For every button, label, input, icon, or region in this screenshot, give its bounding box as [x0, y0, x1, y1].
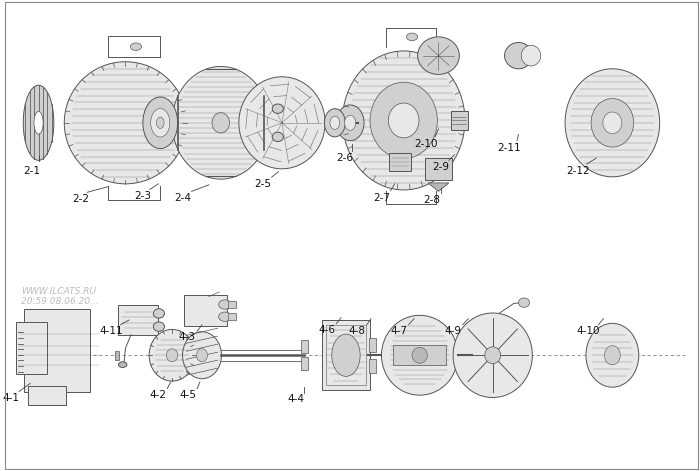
Bar: [389, 153, 412, 171]
Ellipse shape: [336, 105, 364, 141]
Ellipse shape: [418, 37, 459, 74]
Ellipse shape: [324, 109, 345, 137]
Polygon shape: [428, 183, 449, 191]
Text: 2-1: 2-1: [23, 166, 40, 176]
Text: 2-11: 2-11: [497, 143, 521, 153]
Ellipse shape: [143, 97, 178, 149]
Bar: [184, 295, 227, 326]
Bar: [228, 314, 236, 320]
Text: 4-9: 4-9: [444, 325, 461, 336]
Ellipse shape: [565, 69, 659, 177]
Ellipse shape: [603, 112, 622, 134]
Text: 20:59 08.06.20...: 20:59 08.06.20...: [21, 297, 99, 306]
Ellipse shape: [149, 329, 195, 381]
Bar: [425, 157, 452, 180]
Bar: [25, 309, 90, 392]
Ellipse shape: [34, 112, 43, 134]
Ellipse shape: [505, 42, 533, 69]
Text: 4-4: 4-4: [288, 394, 304, 404]
Bar: [322, 320, 370, 390]
Ellipse shape: [382, 315, 458, 395]
Text: 4-11: 4-11: [100, 325, 123, 336]
Ellipse shape: [344, 115, 356, 130]
Bar: [228, 301, 236, 308]
Bar: [393, 345, 447, 365]
Ellipse shape: [342, 51, 465, 190]
Text: WWW.ILCATS.RU: WWW.ILCATS.RU: [21, 287, 97, 296]
Ellipse shape: [407, 33, 418, 41]
Ellipse shape: [389, 103, 419, 138]
Ellipse shape: [153, 309, 164, 318]
Bar: [16, 322, 47, 374]
Ellipse shape: [586, 323, 639, 387]
Text: 4-7: 4-7: [391, 325, 407, 336]
Bar: [28, 386, 66, 405]
Text: 4-5: 4-5: [180, 390, 197, 399]
Text: 4-10: 4-10: [576, 325, 600, 336]
Bar: [301, 357, 308, 370]
Ellipse shape: [172, 66, 270, 179]
Ellipse shape: [150, 109, 170, 137]
Bar: [451, 111, 468, 130]
Ellipse shape: [591, 98, 634, 147]
Ellipse shape: [130, 43, 141, 50]
Ellipse shape: [522, 45, 540, 66]
Bar: [369, 358, 376, 373]
Text: 2-12: 2-12: [566, 166, 589, 176]
Ellipse shape: [156, 117, 164, 129]
Text: 2-3: 2-3: [134, 191, 151, 202]
Ellipse shape: [218, 300, 231, 309]
Ellipse shape: [412, 347, 428, 363]
Text: 4-6: 4-6: [318, 325, 335, 335]
Ellipse shape: [197, 349, 207, 362]
Ellipse shape: [118, 362, 127, 367]
Ellipse shape: [153, 322, 164, 331]
Ellipse shape: [218, 312, 231, 321]
Text: 2-5: 2-5: [254, 179, 271, 189]
Text: 4-8: 4-8: [349, 325, 365, 336]
Ellipse shape: [23, 85, 54, 160]
Bar: [115, 350, 119, 360]
Text: 2-4: 2-4: [175, 193, 192, 203]
Text: 4-1: 4-1: [2, 393, 19, 403]
Ellipse shape: [604, 346, 620, 365]
Text: 2-8: 2-8: [424, 195, 441, 205]
Ellipse shape: [239, 77, 325, 169]
Bar: [301, 340, 308, 353]
Ellipse shape: [330, 116, 340, 130]
Ellipse shape: [332, 334, 361, 376]
Text: 2-10: 2-10: [414, 139, 438, 149]
Bar: [369, 338, 376, 352]
Ellipse shape: [272, 104, 284, 114]
Text: 2-7: 2-7: [373, 193, 390, 203]
Ellipse shape: [183, 332, 221, 379]
Ellipse shape: [167, 349, 178, 362]
Bar: [118, 306, 158, 334]
Ellipse shape: [453, 313, 533, 398]
Text: 2-2: 2-2: [72, 194, 89, 204]
Ellipse shape: [64, 62, 187, 184]
Ellipse shape: [272, 132, 284, 142]
Text: 4-2: 4-2: [150, 390, 167, 399]
Text: 2-9: 2-9: [432, 162, 449, 172]
Ellipse shape: [212, 113, 230, 133]
Ellipse shape: [370, 82, 438, 159]
Ellipse shape: [485, 347, 500, 364]
Text: 2-6: 2-6: [336, 153, 353, 163]
Bar: [326, 325, 366, 385]
Text: 4-3: 4-3: [179, 332, 196, 342]
Ellipse shape: [519, 298, 530, 308]
